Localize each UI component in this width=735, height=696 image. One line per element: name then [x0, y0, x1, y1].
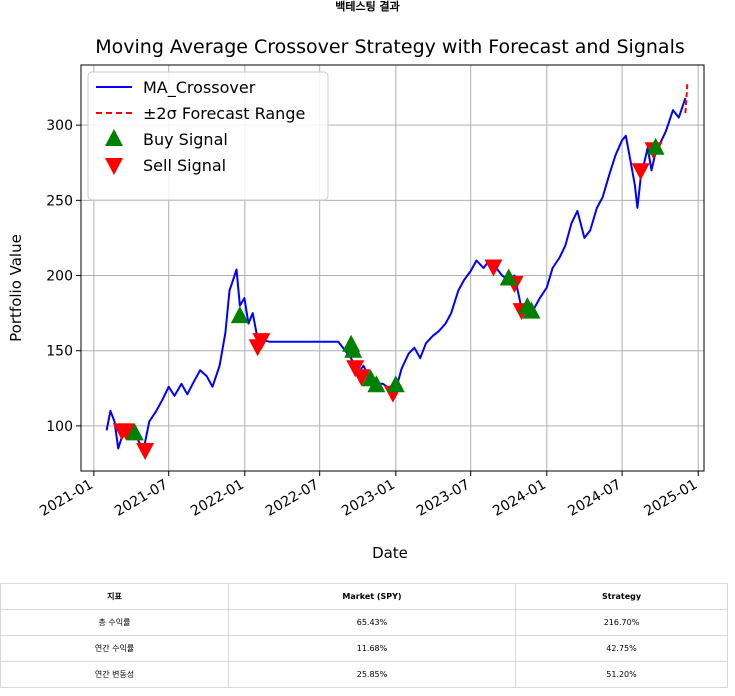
buy-signal-marker [230, 306, 249, 324]
x-tick-label: 2022-07 [263, 477, 322, 520]
chart-title: Moving Average Crossover Strategy with F… [95, 36, 685, 58]
legend-label: Buy Signal [143, 130, 228, 149]
table-cell: 총 수익률 [0, 609, 229, 636]
legend-swatch-sell [105, 158, 123, 175]
table-row: 연간 수익률 11.68% 42.75% [0, 635, 728, 662]
legend-label: ±2σ Forecast Range [143, 104, 305, 123]
x-tick-label: 2021-01 [37, 477, 96, 520]
x-tick-label: 2023-01 [339, 477, 398, 520]
sell-signal-marker [352, 369, 371, 387]
series-layer [105, 81, 689, 451]
buy-signal-marker [367, 375, 386, 393]
sell-signal-marker [631, 163, 650, 181]
forecast-range-line [684, 81, 689, 114]
sell-signal-marker [346, 360, 365, 378]
ma-crossover-line [105, 97, 687, 451]
sell-signal-marker [252, 333, 271, 351]
buy-signal-marker [499, 268, 518, 286]
legend-box [87, 71, 329, 201]
x-tick-label: 2024-01 [490, 477, 549, 520]
x-tick-label: 2023-07 [414, 477, 473, 520]
header-market: Market (SPY) [228, 583, 516, 610]
legend-swatch-buy [105, 129, 123, 146]
buy-signal-marker [125, 423, 144, 441]
x-tick-label: 2024-07 [565, 477, 624, 520]
table-cell: 연간 수익률 [0, 635, 229, 662]
legend: MA_Crossover ±2σ Forecast Range Buy Signal… [87, 71, 329, 201]
buy-signal-marker [386, 375, 405, 393]
page-heading: 백테스팅 결과 [335, 0, 400, 13]
buy-signal-marker [646, 137, 665, 155]
x-axis-label: Date [372, 544, 408, 562]
table-cell: 11.68% [228, 635, 516, 662]
table-cell: 25.85% [228, 661, 516, 688]
legend-label: Sell Signal [143, 156, 226, 175]
plot-frame [80, 64, 705, 472]
signal-layer [112, 137, 665, 460]
table-cell: 51.20% [515, 661, 728, 688]
x-tick-label: 2021-07 [112, 477, 171, 520]
buy-signal-marker [522, 301, 541, 319]
header-metric: 지표 [0, 583, 229, 610]
y-tick-label: 250 [46, 193, 73, 209]
sell-signal-marker [484, 259, 503, 277]
x-tick-label: 2022-01 [188, 477, 247, 520]
y-tick-label: 300 [46, 118, 73, 134]
table-cell: 216.70% [515, 609, 728, 636]
sell-signal-marker [117, 423, 136, 441]
table-cell: 65.43% [228, 609, 516, 636]
header-strategy: Strategy [515, 583, 728, 610]
y-tick-label: 200 [46, 269, 73, 285]
y-tick-label: 100 [46, 419, 73, 435]
sell-signal-marker [136, 442, 155, 460]
table-cell: 42.75% [515, 635, 728, 662]
table-cell: 연간 변동성 [0, 661, 229, 688]
buy-signal-marker [344, 340, 363, 358]
results-table: 지표 Market (SPY) Strategy 총 수익률 65.43% 21… [0, 583, 728, 688]
y-tick-label: 150 [46, 344, 73, 360]
table-row: 총 수익률 65.43% 216.70% [0, 609, 728, 636]
table-row: 연간 변동성 25.85% 51.20% [0, 661, 728, 688]
table-header-row: 지표 Market (SPY) Strategy [0, 583, 728, 610]
x-tick-label: 2025-01 [642, 477, 701, 520]
legend-label: MA_Crossover [143, 78, 256, 98]
y-axis-label: Portfolio Value [7, 234, 25, 342]
chart: Moving Average Crossover Strategy with F… [7, 36, 705, 562]
